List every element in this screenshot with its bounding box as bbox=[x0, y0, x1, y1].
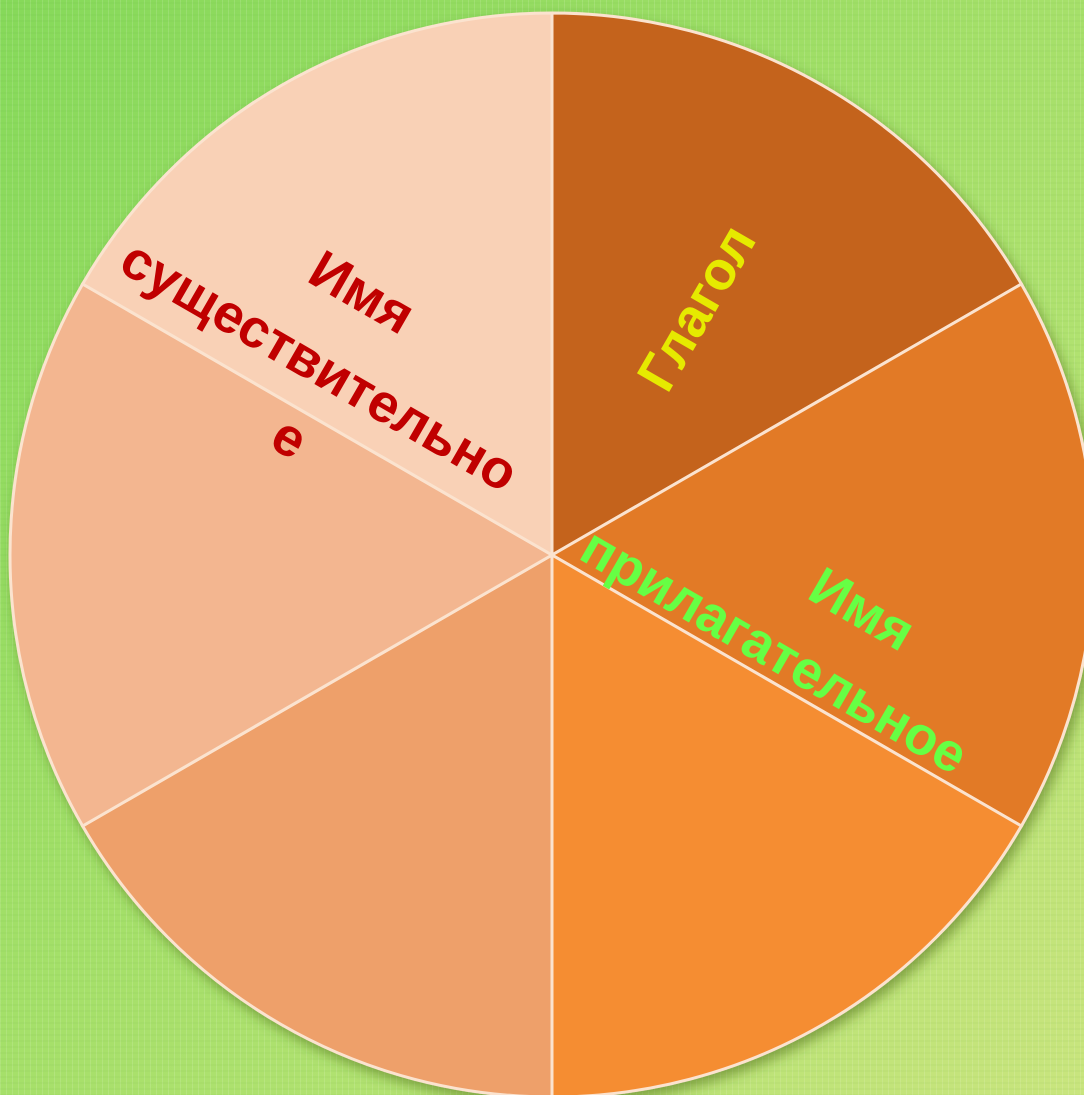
sectors bbox=[10, 13, 1084, 1095]
wheel-diagram: Глагол Имя прилагательное Имя существите… bbox=[0, 0, 1084, 1095]
page: Глагол Имя прилагательное Имя существите… bbox=[0, 0, 1084, 1095]
